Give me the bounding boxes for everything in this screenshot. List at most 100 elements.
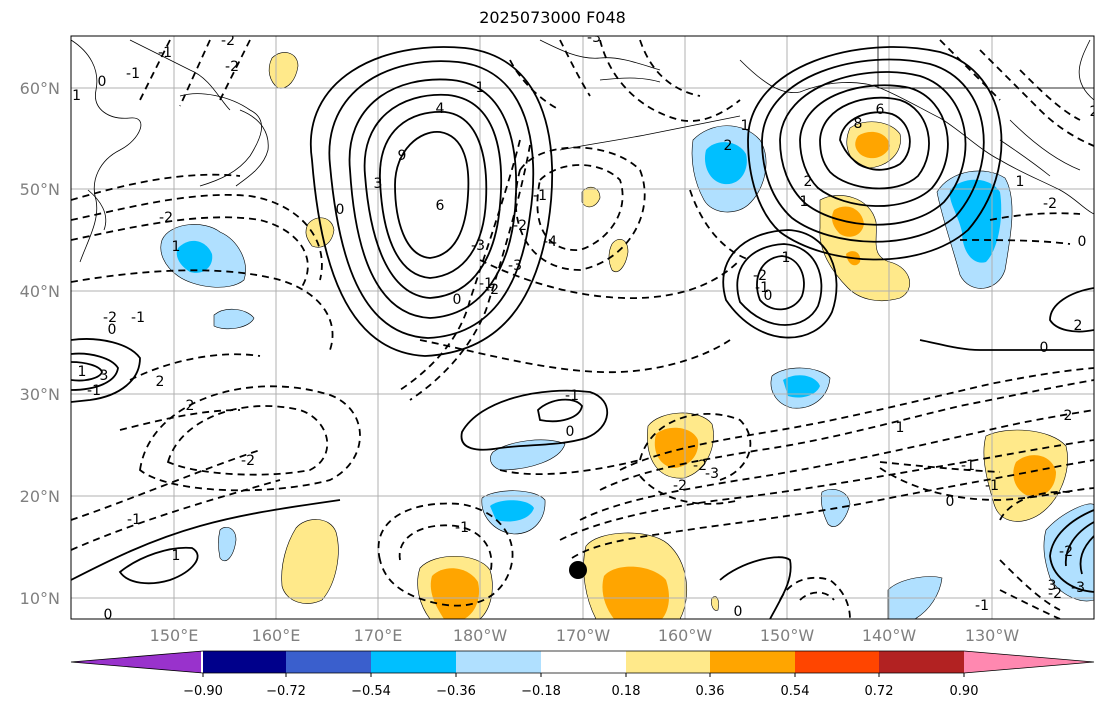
contour-label: 3 <box>1048 578 1057 594</box>
svg-text:0: 0 <box>1078 234 1087 250</box>
contour-label: 0 <box>566 424 575 440</box>
svg-text:3: 3 <box>100 368 109 384</box>
svg-text:1: 1 <box>800 194 809 210</box>
contour-label: 0 <box>104 607 113 623</box>
lon-label: 180°W <box>453 626 508 645</box>
svg-text:2: 2 <box>1074 318 1083 334</box>
contour-label: -1 <box>533 188 547 204</box>
svg-text:-2: -2 <box>1059 544 1073 560</box>
contour-label: 1 <box>1016 174 1025 190</box>
contour-label: 2 <box>186 398 195 414</box>
colorbar-tick-label: −0.54 <box>351 684 391 699</box>
contour-label: 2 <box>1090 104 1094 120</box>
svg-text:-2: -2 <box>513 218 527 234</box>
lon-label: 170°W <box>556 626 611 645</box>
colorbar-extend-low <box>71 651 201 673</box>
svg-text:-2: -2 <box>225 59 239 75</box>
colorbar-segment <box>879 651 964 673</box>
svg-text:-2: -2 <box>485 282 499 298</box>
svg-text:-3: -3 <box>1071 580 1085 596</box>
lon-label: 160°W <box>658 626 713 645</box>
contour-label: 1 <box>741 118 750 134</box>
svg-text:3: 3 <box>374 176 383 192</box>
svg-text:9: 9 <box>398 148 407 164</box>
svg-text:-1: -1 <box>126 66 140 82</box>
svg-text:0: 0 <box>566 424 575 440</box>
contour-label: -1 <box>455 520 469 536</box>
svg-text:1: 1 <box>476 80 485 96</box>
svg-text:-1: -1 <box>755 280 769 296</box>
svg-text:-3: -3 <box>508 258 522 274</box>
gridlines <box>71 36 1094 619</box>
contour-label: 6 <box>436 198 445 214</box>
lat-label: 10°N <box>20 589 60 608</box>
colorbar-tick-label: −0.18 <box>521 684 561 699</box>
svg-text:0: 0 <box>98 74 107 90</box>
svg-text:-1: -1 <box>961 458 975 474</box>
svg-text:-2: -2 <box>693 458 707 474</box>
svg-text:-1: -1 <box>87 383 101 399</box>
contour-label: -3 <box>587 30 601 46</box>
lon-label: 160°E <box>252 626 301 645</box>
svg-text:0: 0 <box>104 607 113 623</box>
contour-label: 1 <box>476 80 485 96</box>
contour-label: -1 <box>985 478 999 494</box>
colorbar-tick-label: 0.54 <box>781 684 810 699</box>
contour-label: 2 <box>804 174 813 190</box>
contour-label: -3 <box>508 258 522 274</box>
contour-label: -1 <box>565 388 579 404</box>
dashed-contours <box>71 39 1094 619</box>
contour-label: -1 <box>961 458 975 474</box>
contour-label: 0 <box>453 292 462 308</box>
svg-text:0: 0 <box>734 604 743 620</box>
contour-label: -3 <box>471 238 485 254</box>
contour-label: 0 <box>98 74 107 90</box>
svg-text:1: 1 <box>172 239 181 255</box>
svg-text:-1: -1 <box>533 188 547 204</box>
coastlines <box>71 36 1094 263</box>
contour-label: -1 <box>158 45 172 61</box>
svg-text:-3: -3 <box>587 30 601 46</box>
contour-labels: -1-20 -1-1-3-2439610-1-2-3-4-3-2-2-11-20-… <box>71 30 1094 623</box>
svg-text:1: 1 <box>1016 174 1025 190</box>
contour-label: -2 <box>1059 544 1073 560</box>
svg-text:-3: -3 <box>471 238 485 254</box>
colorbar-segment <box>286 651 371 673</box>
svg-text:0: 0 <box>764 288 773 304</box>
svg-text:6: 6 <box>436 198 445 214</box>
contour-label: -2 <box>513 218 527 234</box>
svg-text:0: 0 <box>946 494 955 510</box>
svg-text:-2: -2 <box>753 268 767 284</box>
svg-text:-1: -1 <box>127 512 141 528</box>
contour-label: -2 <box>159 210 173 226</box>
svg-text:0: 0 <box>336 202 345 218</box>
svg-text:-2: -2 <box>1048 586 1062 602</box>
svg-text:2: 2 <box>186 398 195 414</box>
contour-label: -1 <box>131 310 145 326</box>
colorbar-segment <box>203 651 286 673</box>
svg-text:0: 0 <box>108 322 117 338</box>
svg-text:8: 8 <box>854 116 863 132</box>
contour-label: 1 <box>782 250 791 266</box>
contour-label: 0 <box>1040 340 1049 356</box>
contour-label: -2 <box>1043 196 1057 212</box>
contour-label: -2 <box>673 478 687 494</box>
contour-label: -2 <box>225 59 239 75</box>
svg-text:-1: -1 <box>131 310 145 326</box>
svg-text:2: 2 <box>724 138 733 154</box>
svg-text:-2: -2 <box>673 478 687 494</box>
contour-label: 1 <box>172 239 181 255</box>
map-title: 2025073000 F048 <box>479 8 626 27</box>
colorbar-tick-label: −0.36 <box>436 684 476 699</box>
svg-text:-1: -1 <box>479 276 493 292</box>
svg-text:-1: -1 <box>455 520 469 536</box>
contour-label: 8 <box>854 116 863 132</box>
svg-text:2: 2 <box>1064 408 1073 424</box>
svg-text:0: 0 <box>1040 340 1049 356</box>
colorbar-tick-label: 0.36 <box>696 684 725 699</box>
contour-label: 0 <box>1078 234 1087 250</box>
contour-label: 0 <box>946 494 955 510</box>
contour-label: 4 <box>436 101 445 117</box>
contour-label: -2 <box>221 36 235 49</box>
svg-text:4: 4 <box>436 101 445 117</box>
